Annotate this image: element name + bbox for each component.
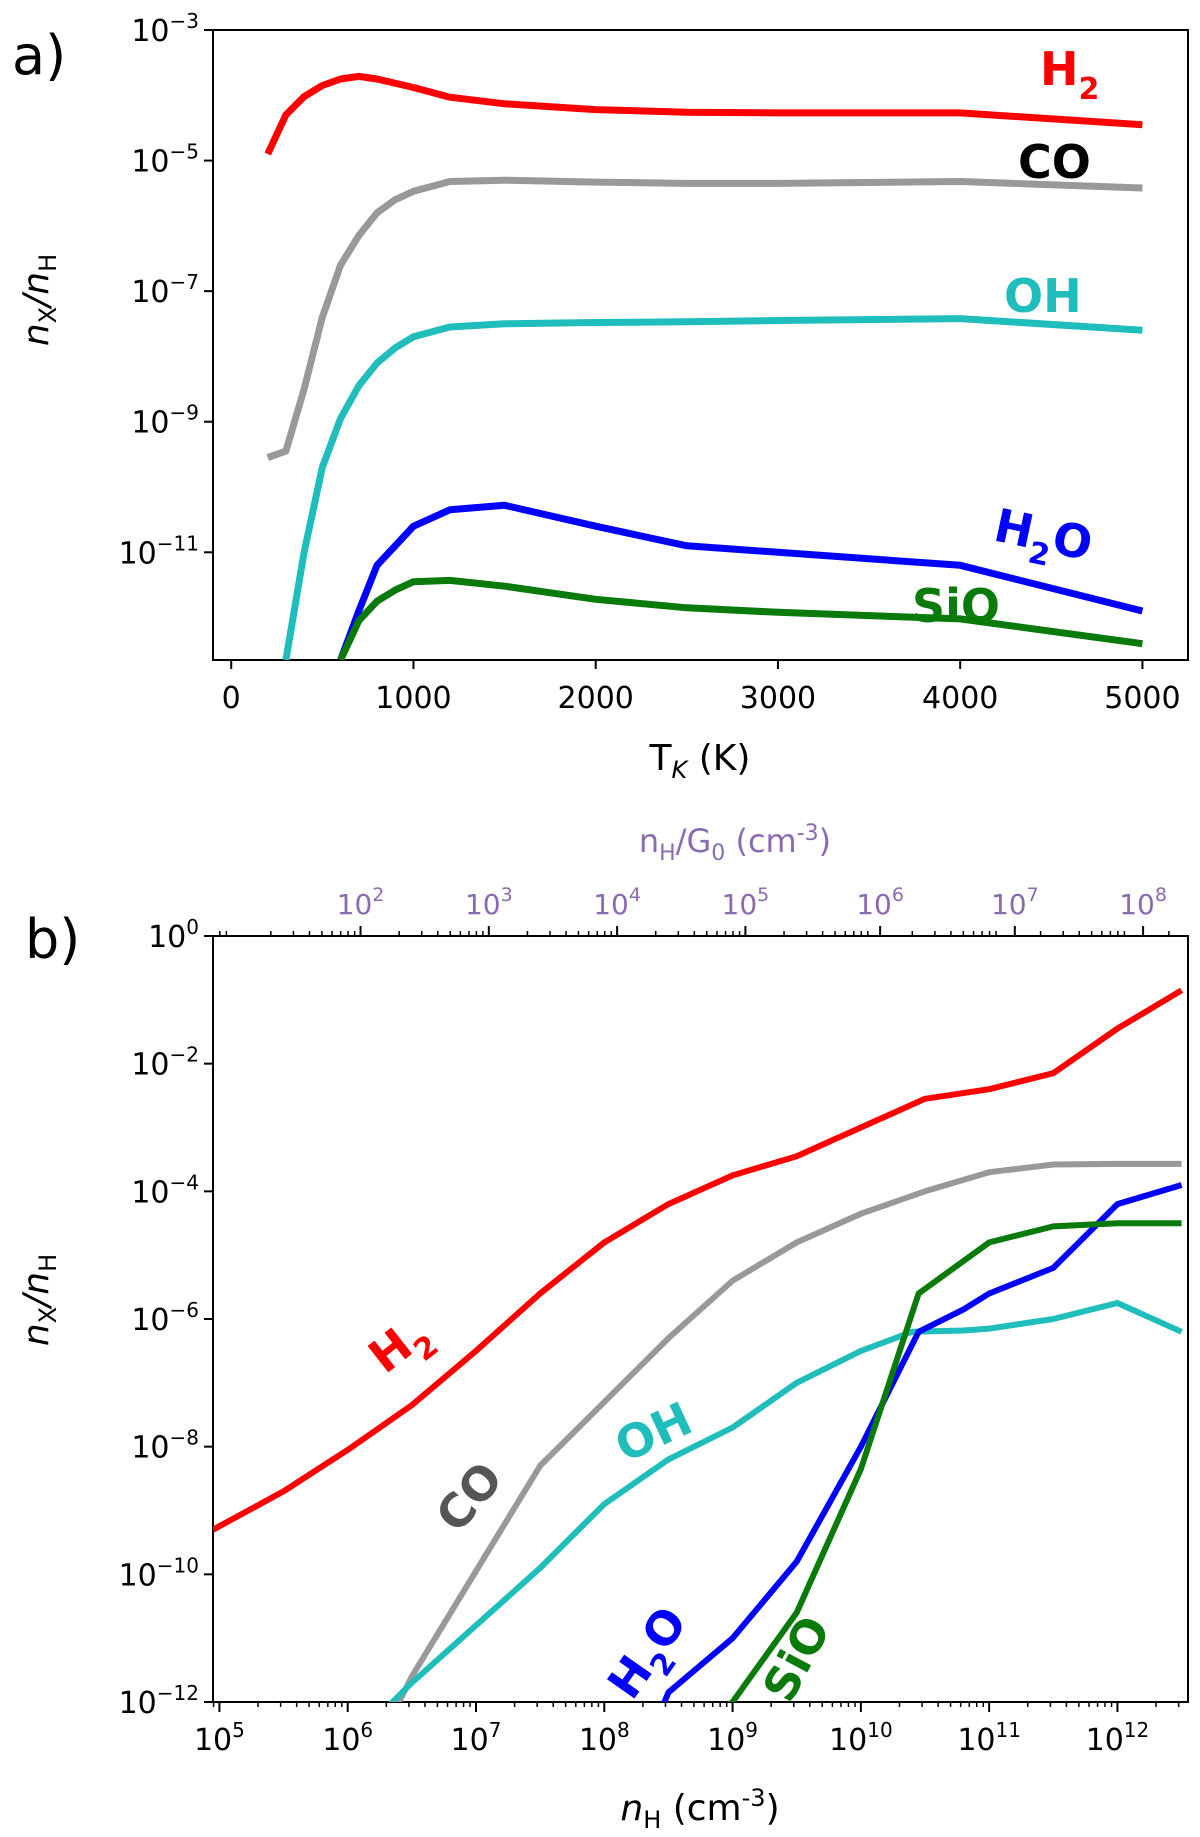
- panel-b-x-tick-label: 1011: [957, 1718, 1021, 1758]
- panel-a-x-tick-label: 0: [222, 681, 241, 716]
- panel-a-x-tick-label: 3000: [740, 681, 816, 716]
- panel-b: b) nH/G0 (cm-3) 102 103 104 105 106 107 108 10…: [16, 821, 1189, 1834]
- panel-a-label-h2: H2: [1040, 42, 1099, 107]
- panel-b-label-h2o: H2O: [597, 1597, 707, 1715]
- panel-a-series-h2: [264, 72, 1143, 156]
- panel-b-x-tick-label: 107: [451, 1718, 502, 1758]
- panel-b-top-tick-label: 103: [465, 884, 513, 921]
- panel-b-y-label: nX/nH: [16, 1254, 62, 1346]
- panel-b-label-oh: OH: [607, 1391, 700, 1473]
- panel-a-x-tick-label: 1000: [375, 681, 451, 716]
- panel-b-x-tick-label: 1010: [829, 1718, 893, 1758]
- panel-b-x-tick-label: 1012: [1086, 1718, 1150, 1758]
- panel-b-series: [213, 987, 1184, 1702]
- panel-b-label: b): [25, 908, 80, 971]
- panel-a-x-tick-label: 5000: [1104, 681, 1180, 716]
- panel-b-series-h2o: [661, 1182, 1183, 1702]
- panel-a: a) 0 1000 2000 3000 4000 5000 10−310−510−710−…: [12, 9, 1189, 784]
- panel-a-x-ticks: 0 1000 2000 3000 4000 5000: [222, 660, 1181, 716]
- panel-b-y-tick-label: 10−2: [131, 1043, 199, 1083]
- panel-a-frame: [212, 29, 1189, 661]
- panel-b-y-ticks: 100 10−2 10−4 10−6 10−8 10−10 10−12: [119, 915, 213, 1721]
- panel-b-top-tick-label: 106: [856, 884, 904, 921]
- panel-b-series-h2: [213, 987, 1184, 1533]
- panel-a-label: a): [12, 24, 66, 87]
- panel-b-top-tick-label: 108: [1119, 884, 1167, 921]
- panel-b-y-tick-label: 10−6: [131, 1298, 199, 1338]
- panel-a-y-tick-label: 10−7: [131, 270, 199, 310]
- panel-a-series-h2o: [337, 501, 1144, 660]
- panel-a-label-sio: SiO: [912, 579, 1000, 633]
- panel-a-x-label: TK (K): [649, 738, 751, 784]
- panel-b-label-h2: H2: [359, 1305, 446, 1393]
- panel-b-x-ticks: 105 106 107 108 109 1010 1011 1012: [194, 1702, 1180, 1758]
- panel-b-x-tick-label: 108: [579, 1718, 630, 1758]
- panel-b-x-tick-label: 109: [707, 1718, 758, 1758]
- panel-b-x-label: nH (cm-3): [620, 1784, 779, 1834]
- panel-b-x-tick-label: 105: [194, 1718, 245, 1758]
- panel-b-y-tick-label: 10−8: [131, 1426, 199, 1466]
- panel-b-top-tick-label: 105: [722, 884, 770, 921]
- panel-b-label-sio: SiO: [752, 1607, 841, 1710]
- panel-b-top-tick-label: 107: [991, 884, 1039, 921]
- panel-b-series-co: [395, 1160, 1182, 1702]
- panel-b-series-sio: [727, 1220, 1182, 1702]
- panel-b-y-tick-label: 10−12: [119, 1681, 199, 1721]
- panel-b-top-tick-label: 104: [593, 884, 641, 921]
- panel-b-y-tick-label: 10−4: [131, 1170, 199, 1210]
- panel-a-x-tick-label: 4000: [922, 681, 998, 716]
- panel-a-y-tick-label: 10−11: [119, 531, 199, 571]
- panel-a-y-ticks: 10−3 10−5 10−7 10−9 10−11: [119, 9, 213, 571]
- panel-b-series-oh: [388, 1300, 1183, 1702]
- panel-a-label-oh: OH: [1004, 269, 1082, 323]
- panel-b-y-tick-label: 10−10: [119, 1553, 199, 1593]
- panel-a-x-tick-label: 2000: [558, 681, 634, 716]
- panel-a-y-tick-label: 10−5: [131, 140, 199, 180]
- panel-a-series-sio: [337, 576, 1143, 660]
- panel-a-label-h2o: H2O: [987, 498, 1097, 582]
- panel-b-top-tick-label: 102: [337, 884, 385, 921]
- panel-a-series-co: [266, 176, 1143, 461]
- panel-b-top-axis-label: nH/G0 (cm-3): [639, 821, 831, 866]
- panel-a-y-label: nX/nH: [16, 254, 62, 346]
- panel-a-label-co: CO: [1018, 135, 1091, 189]
- panel-a-series-oh: [282, 315, 1143, 660]
- panel-b-top-ticks: 102 103 104 105 106 107 108: [219, 884, 1170, 936]
- panel-b-y-tick-label: 100: [148, 915, 199, 955]
- panel-a-series: [264, 72, 1144, 660]
- panel-a-y-tick-label: 10−9: [131, 401, 199, 441]
- panel-a-y-tick-label: 10−3: [131, 9, 199, 49]
- panel-b-x-tick-label: 106: [322, 1718, 373, 1758]
